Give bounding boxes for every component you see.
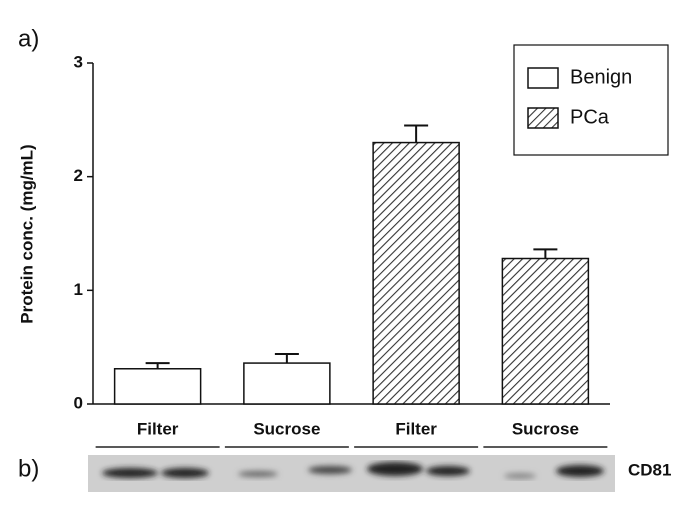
- x-tick-label: Sucrose: [253, 419, 320, 438]
- bar: [373, 143, 459, 404]
- error-bar: [275, 354, 299, 363]
- blot-label: CD81: [628, 460, 671, 479]
- legend: Benign PCa: [514, 45, 668, 155]
- panel-label: a): [18, 25, 39, 52]
- error-bar: [404, 126, 428, 143]
- panel-label: b): [18, 455, 39, 482]
- figure: a) b) Protein conc. (mg/mL) CD81 Benign P…: [0, 0, 690, 519]
- legend-label: Benign: [570, 66, 632, 88]
- y-axis-label: Protein conc. (mg/mL): [17, 144, 36, 323]
- error-bar: [533, 249, 557, 258]
- y-tick-label: 1: [74, 280, 83, 299]
- error-bar: [146, 363, 170, 369]
- bar: [502, 259, 588, 404]
- legend-swatch: [528, 68, 558, 88]
- legend-swatch: [528, 108, 558, 128]
- y-tick-label: 0: [74, 393, 83, 412]
- x-tick-label: Sucrose: [512, 419, 579, 438]
- bar: [244, 363, 330, 404]
- x-tick-label: Filter: [137, 419, 179, 438]
- x-tick-label: Filter: [395, 419, 437, 438]
- y-tick-label: 3: [74, 52, 83, 71]
- legend-label: PCa: [570, 106, 610, 128]
- blot: [88, 455, 615, 492]
- bar: [115, 369, 201, 404]
- y-tick-label: 2: [74, 166, 83, 185]
